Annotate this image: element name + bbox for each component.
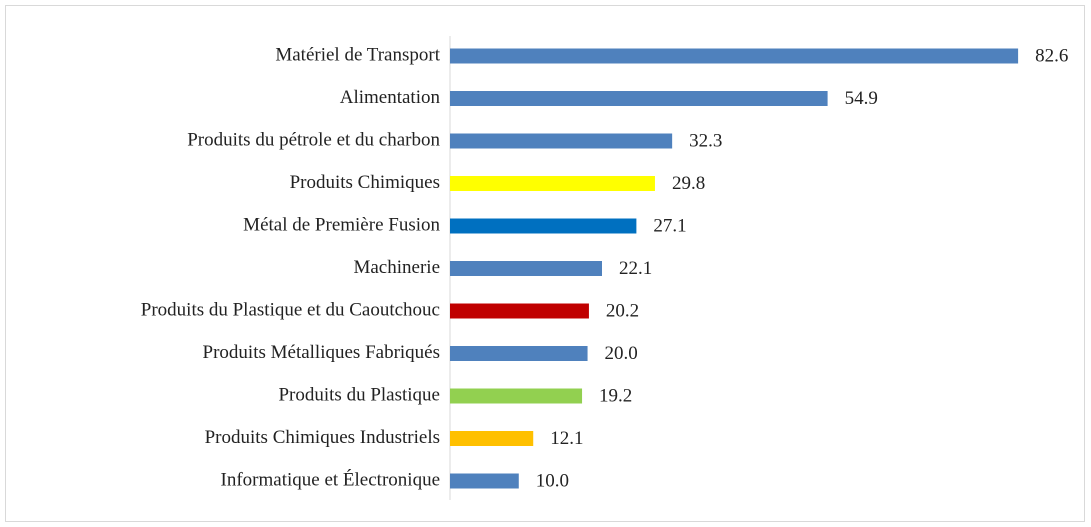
bar — [450, 261, 602, 276]
bar — [450, 176, 655, 191]
y-tick-label: Produits du Plastique et du Caoutchouc — [141, 299, 440, 320]
y-tick-label: Produits Métalliques Fabriqués — [203, 342, 440, 363]
data-label: 54.9 — [845, 88, 878, 109]
bar — [450, 303, 589, 319]
data-label: 12.1 — [550, 428, 583, 449]
y-tick-label: Produits Chimiques Industriels — [205, 427, 440, 448]
bar — [450, 473, 519, 489]
bar — [450, 431, 534, 446]
data-label: 27.1 — [653, 215, 686, 236]
data-label: 20.2 — [606, 300, 639, 321]
y-tick-label: Produits du Plastique — [278, 384, 440, 405]
data-label: 19.2 — [599, 385, 632, 406]
bar — [450, 48, 1019, 64]
y-tick-label: Produits du pétrole et du charbon — [187, 129, 440, 150]
bar — [450, 133, 673, 149]
data-label: 32.3 — [689, 130, 722, 151]
y-tick-label: Métal de Première Fusion — [243, 214, 440, 235]
y-tick-label: Machinerie — [353, 257, 440, 278]
data-label: 10.0 — [536, 470, 569, 491]
data-label: 29.8 — [672, 173, 705, 194]
bar — [450, 91, 828, 106]
y-tick-label: Alimentation — [340, 87, 441, 108]
bar — [450, 346, 588, 361]
data-label: 22.1 — [619, 258, 652, 279]
y-tick-label: Produits Chimiques — [290, 172, 440, 193]
y-tick-label: Informatique et Électronique — [221, 468, 440, 490]
y-tick-label: Matériel de Transport — [275, 44, 440, 65]
data-label: 20.0 — [605, 343, 638, 364]
data-label: 82.6 — [1035, 45, 1068, 66]
bar — [450, 218, 637, 234]
bar — [450, 388, 583, 404]
